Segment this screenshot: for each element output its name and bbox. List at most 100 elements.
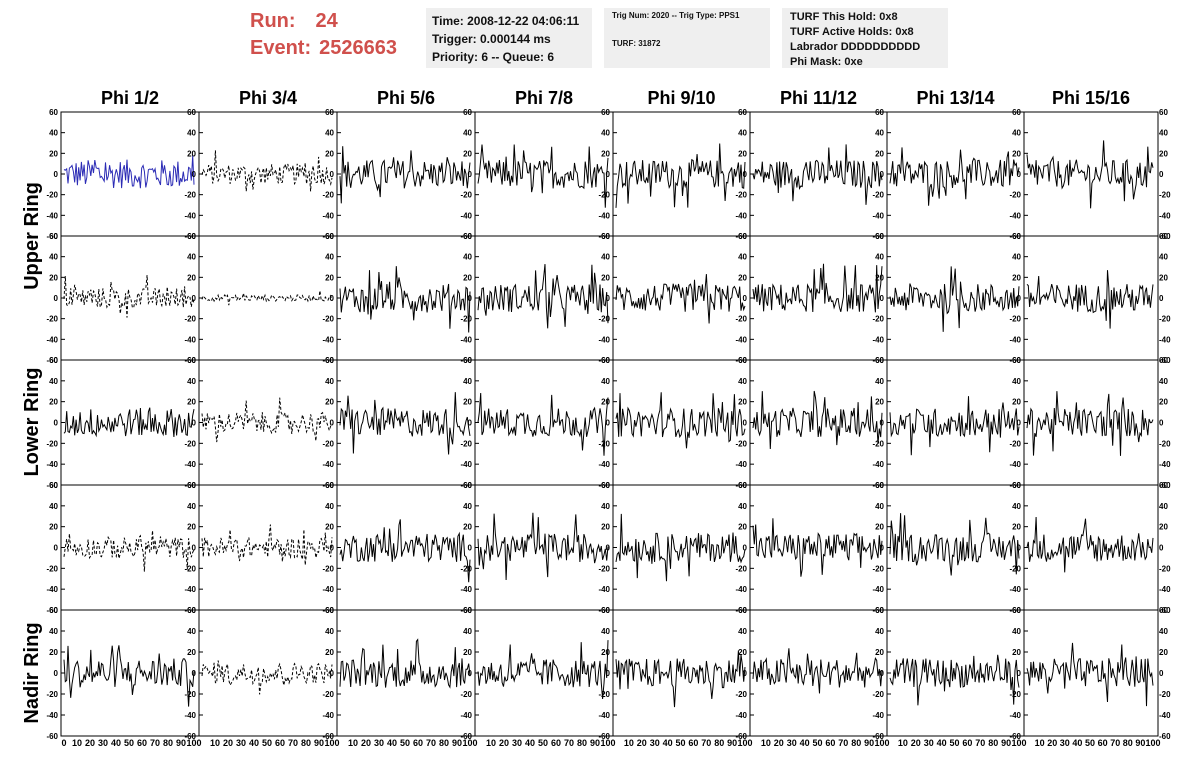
y-tick-label: 20	[49, 273, 58, 282]
y-tick-label: 60	[1012, 108, 1021, 117]
waveform-trace	[889, 266, 1020, 332]
run-event-box: Run: 24 Event: 2526663	[250, 8, 420, 68]
y-tick-label: -20	[598, 690, 610, 699]
y-tick-label: 40	[601, 377, 610, 386]
y-tick-label: 20	[1159, 523, 1168, 532]
y-tick-label: 40	[187, 253, 196, 262]
y-tick-label: 40	[463, 627, 472, 636]
y-tick-label: 40	[325, 253, 334, 262]
y-tick-label: -40	[46, 460, 58, 469]
y-tick-label: -20	[460, 439, 472, 448]
x-tick-label: 20	[1047, 738, 1057, 748]
y-tick-label: 40	[325, 627, 334, 636]
x-tick-label: 20	[223, 738, 233, 748]
y-tick-label: 20	[187, 523, 196, 532]
y-tick-label: -40	[735, 211, 747, 220]
y-tick-label: 60	[325, 356, 334, 365]
x-tick-label: 50	[1085, 738, 1095, 748]
y-tick-label: -40	[735, 711, 747, 720]
x-tick-label: 60	[413, 738, 423, 748]
y-tick-label: 40	[49, 502, 58, 511]
waveform-trace	[889, 396, 1020, 456]
y-tick-label: 20	[601, 273, 610, 282]
ring-label: Lower Ring	[21, 368, 43, 477]
x-tick-label: 10	[1035, 738, 1045, 748]
y-tick-label: 40	[325, 377, 334, 386]
x-tick-label: 30	[787, 738, 797, 748]
waveform-trace	[752, 648, 883, 694]
y-tick-label: 20	[1012, 149, 1021, 158]
panel-frame	[749, 484, 888, 611]
waveform-trace	[63, 155, 195, 189]
x-tick-label: 50	[675, 738, 685, 748]
y-tick-label: 0	[743, 170, 748, 179]
y-tick-label: 60	[1159, 356, 1168, 365]
panel-frame	[749, 111, 888, 237]
column-header: Phi 11/12	[780, 88, 857, 108]
y-tick-label: 60	[49, 481, 58, 490]
column-header: Phi 1/2	[101, 88, 159, 108]
y-tick-label: -40	[1009, 711, 1021, 720]
timing-info-box: Time: 2008-12-22 04:06:11 Trigger: 0.000…	[426, 8, 592, 68]
y-tick-label: 20	[875, 398, 884, 407]
y-tick-label: -40	[872, 711, 884, 720]
y-tick-label: -20	[46, 690, 58, 699]
y-tick-label: -40	[46, 335, 58, 344]
y-tick-label: 0	[743, 294, 748, 303]
y-tick-label: 40	[1159, 502, 1168, 511]
y-tick-label: 20	[1159, 149, 1168, 158]
y-tick-label: 40	[738, 377, 747, 386]
y-tick-label: 0	[606, 544, 611, 553]
y-tick-label: 0	[1017, 419, 1022, 428]
event-label: Event:	[250, 37, 312, 59]
y-tick-label: 0	[1017, 294, 1022, 303]
y-tick-label: 40	[1159, 377, 1168, 386]
y-tick-label: 0	[1159, 170, 1164, 179]
y-tick-label: 60	[601, 356, 610, 365]
y-tick-label: -40	[460, 335, 472, 344]
waveform-trace	[339, 638, 471, 689]
waveform-trace	[1026, 270, 1154, 329]
waveform-trace	[63, 407, 195, 438]
waveform-trace	[615, 274, 746, 324]
y-tick-label: -20	[598, 191, 610, 200]
y-tick-label: -60	[46, 606, 58, 615]
waveform-trace	[477, 264, 609, 329]
column-header: Phi 5/6	[377, 88, 435, 108]
y-tick-label: 20	[738, 398, 747, 407]
y-tick-label: 20	[875, 523, 884, 532]
x-tick-label: 100	[324, 738, 339, 748]
column-header: Phi 15/16	[1052, 88, 1130, 108]
y-tick-label: 20	[738, 648, 747, 657]
y-tick-label: 40	[187, 377, 196, 386]
waveform-trace	[63, 275, 195, 318]
y-tick-label: 60	[49, 356, 58, 365]
y-tick-label: -60	[46, 481, 58, 490]
y-tick-label: 60	[325, 481, 334, 490]
y-tick-label: 0	[330, 419, 335, 428]
y-tick-label: 40	[463, 502, 472, 511]
y-tick-label: -20	[1159, 439, 1171, 448]
y-tick-label: 20	[49, 523, 58, 532]
y-tick-label: 20	[738, 149, 747, 158]
y-tick-label: 20	[1159, 398, 1168, 407]
waveform-trace	[477, 392, 609, 456]
y-tick-label: 20	[187, 273, 196, 282]
waveform-trace	[1026, 516, 1154, 573]
x-tick-label: 90	[590, 738, 600, 748]
y-tick-label: 40	[601, 129, 610, 138]
x-tick-label: 80	[163, 738, 173, 748]
column-header: Phi 7/8	[515, 88, 573, 108]
x-tick-label: 100	[1145, 738, 1160, 748]
y-tick-label: -20	[1159, 564, 1171, 573]
y-tick-label: 60	[875, 606, 884, 615]
trig-num-text: Trig Num: 2020 -- Trig Type: PPS1	[612, 11, 740, 20]
waveform-trace	[752, 144, 883, 205]
